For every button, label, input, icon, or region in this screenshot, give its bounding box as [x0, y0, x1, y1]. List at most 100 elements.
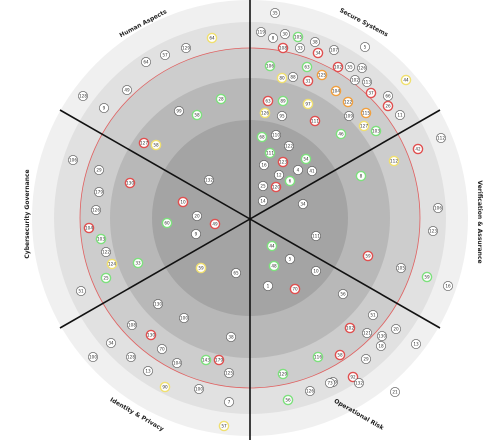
blip[interactable]: 100 — [179, 313, 189, 323]
blip[interactable]: 46 — [335, 128, 347, 140]
blip[interactable]: 20 — [391, 324, 401, 334]
blip-marker[interactable] — [293, 165, 303, 175]
blip[interactable]: 128 — [78, 91, 88, 101]
blip[interactable]: 35 — [270, 8, 280, 18]
blip[interactable]: 1 — [263, 281, 273, 291]
blip[interactable]: 126 — [259, 107, 271, 119]
blip[interactable]: 58 — [334, 349, 346, 361]
blip[interactable]: 73 — [325, 378, 335, 388]
blip[interactable]: 92 — [347, 371, 359, 383]
blip-marker[interactable] — [342, 96, 354, 108]
blip-marker[interactable] — [329, 45, 339, 55]
blip-marker[interactable] — [264, 60, 276, 72]
blip-marker[interactable] — [411, 339, 421, 349]
blip-marker[interactable] — [428, 226, 438, 236]
blip-marker[interactable] — [99, 103, 109, 113]
blip[interactable]: 120 — [270, 181, 282, 193]
blip[interactable]: 64 — [141, 57, 151, 67]
blip[interactable]: 49 — [122, 85, 132, 95]
blip[interactable]: 10 — [311, 266, 321, 276]
blip-marker[interactable] — [179, 313, 189, 323]
blip[interactable]: 41 — [307, 166, 317, 176]
blip-marker[interactable] — [132, 257, 144, 269]
blip-marker[interactable] — [443, 281, 453, 291]
blip-marker[interactable] — [259, 107, 271, 119]
blip-marker[interactable] — [277, 95, 289, 107]
blip-marker[interactable] — [316, 69, 328, 81]
blip-marker[interactable] — [338, 289, 348, 299]
blip[interactable]: 106 — [433, 203, 443, 213]
blip[interactable]: 111 — [264, 147, 276, 159]
blip-marker[interactable] — [268, 33, 278, 43]
blip-marker[interactable] — [357, 63, 367, 73]
blip[interactable]: 105 — [292, 31, 304, 43]
blip[interactable]: 13 — [411, 339, 421, 349]
blip[interactable]: 26 — [382, 100, 394, 112]
blip[interactable]: 115 — [360, 107, 372, 119]
blip[interactable]: 130 — [145, 329, 157, 341]
blip-marker[interactable] — [270, 181, 282, 193]
blip-marker[interactable] — [400, 74, 412, 86]
blip[interactable]: 122 — [101, 247, 111, 257]
blip-marker[interactable] — [256, 131, 268, 143]
blip-marker[interactable] — [224, 368, 234, 378]
blip[interactable]: 20 — [192, 211, 202, 221]
blip-marker[interactable] — [301, 61, 313, 73]
blip[interactable]: 30 — [280, 29, 290, 39]
blip[interactable]: 48 — [268, 260, 280, 272]
blip-marker[interactable] — [160, 50, 170, 60]
blip[interactable]: 106 — [264, 60, 276, 72]
blip[interactable]: 44 — [266, 240, 278, 252]
blip-marker[interactable] — [388, 155, 400, 167]
blip-marker[interactable] — [344, 111, 354, 121]
blip[interactable]: 34 — [298, 199, 308, 209]
blip[interactable]: 33 — [295, 43, 305, 53]
blip[interactable]: 107 — [329, 45, 339, 55]
blip[interactable]: 90 — [159, 381, 171, 393]
blip-marker[interactable] — [270, 8, 280, 18]
blip[interactable]: 80 — [276, 72, 288, 84]
blip-marker[interactable] — [282, 394, 294, 406]
blip-marker[interactable] — [274, 170, 284, 180]
blip[interactable]: 102 — [332, 61, 344, 73]
blip-marker[interactable] — [276, 72, 288, 84]
blip-marker[interactable] — [191, 229, 201, 239]
blip-marker[interactable] — [124, 177, 136, 189]
blip-marker[interactable] — [177, 196, 189, 208]
blip-marker[interactable] — [153, 299, 163, 309]
blip[interactable]: 13 — [143, 366, 153, 376]
blip-marker[interactable] — [344, 322, 356, 334]
blip-marker[interactable] — [264, 147, 276, 159]
blip-marker[interactable] — [200, 354, 212, 366]
blip-marker[interactable] — [204, 175, 214, 185]
blip-marker[interactable] — [377, 331, 387, 341]
blip-marker[interactable] — [145, 329, 157, 341]
blip-marker[interactable] — [362, 250, 374, 262]
blip[interactable]: 110 — [271, 130, 281, 140]
blip-marker[interactable] — [368, 310, 378, 320]
blip-marker[interactable] — [298, 199, 308, 209]
blip-marker[interactable] — [127, 320, 137, 330]
blip-marker[interactable] — [365, 87, 377, 99]
blip[interactable]: 18 — [376, 341, 386, 351]
blip[interactable]: 42 — [412, 143, 424, 155]
blip[interactable]: 4 — [293, 165, 303, 175]
blip[interactable]: 132 — [354, 378, 364, 388]
blip[interactable]: 58 — [150, 139, 162, 151]
blip[interactable]: 38 — [226, 332, 236, 342]
blip[interactable]: 109 — [344, 111, 354, 121]
blip[interactable]: 64 — [206, 32, 218, 44]
blip[interactable]: 59 — [421, 271, 433, 283]
blip-marker[interactable] — [91, 205, 101, 215]
blip-marker[interactable] — [345, 62, 355, 72]
blip-marker[interactable] — [150, 139, 162, 151]
blip-marker[interactable] — [305, 386, 315, 396]
blip[interactable]: 105 — [396, 263, 406, 273]
blip[interactable]: 104 — [172, 358, 182, 368]
blip[interactable]: 12 — [274, 170, 284, 180]
blip[interactable]: 34 — [106, 338, 116, 348]
blip[interactable]: 70 — [157, 344, 167, 354]
blip[interactable]: 100 — [194, 384, 204, 394]
blip-marker[interactable] — [191, 109, 203, 121]
blip-marker[interactable] — [436, 133, 446, 143]
